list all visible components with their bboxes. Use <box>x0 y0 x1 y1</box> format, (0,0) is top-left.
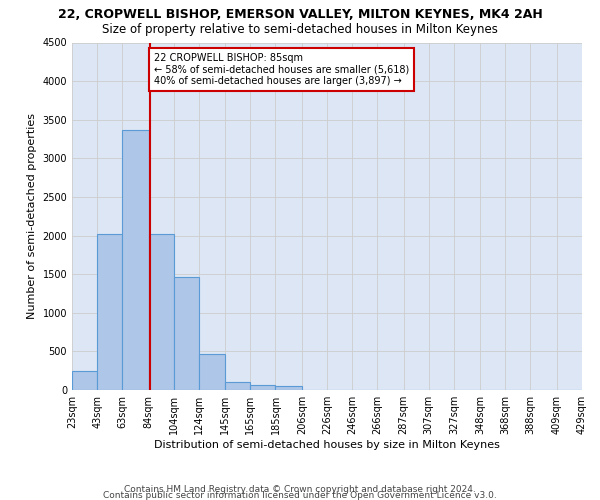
X-axis label: Distribution of semi-detached houses by size in Milton Keynes: Distribution of semi-detached houses by … <box>154 440 500 450</box>
Text: Contains HM Land Registry data © Crown copyright and database right 2024.: Contains HM Land Registry data © Crown c… <box>124 485 476 494</box>
Text: 22, CROPWELL BISHOP, EMERSON VALLEY, MILTON KEYNES, MK4 2AH: 22, CROPWELL BISHOP, EMERSON VALLEY, MIL… <box>58 8 542 20</box>
Text: Size of property relative to semi-detached houses in Milton Keynes: Size of property relative to semi-detach… <box>102 22 498 36</box>
Bar <box>97 234 122 390</box>
Bar <box>174 278 199 390</box>
Text: 22 CROPWELL BISHOP: 85sqm
← 58% of semi-detached houses are smaller (5,618)
40% : 22 CROPWELL BISHOP: 85sqm ← 58% of semi-… <box>154 53 409 86</box>
Y-axis label: Number of semi-detached properties: Number of semi-detached properties <box>27 114 37 320</box>
Bar <box>225 382 250 390</box>
Bar <box>275 386 302 390</box>
Text: Contains public sector information licensed under the Open Government Licence v3: Contains public sector information licen… <box>103 490 497 500</box>
Bar <box>122 130 149 390</box>
Bar <box>199 354 225 390</box>
Bar <box>72 370 97 390</box>
Bar <box>149 234 174 390</box>
Bar <box>250 386 275 390</box>
